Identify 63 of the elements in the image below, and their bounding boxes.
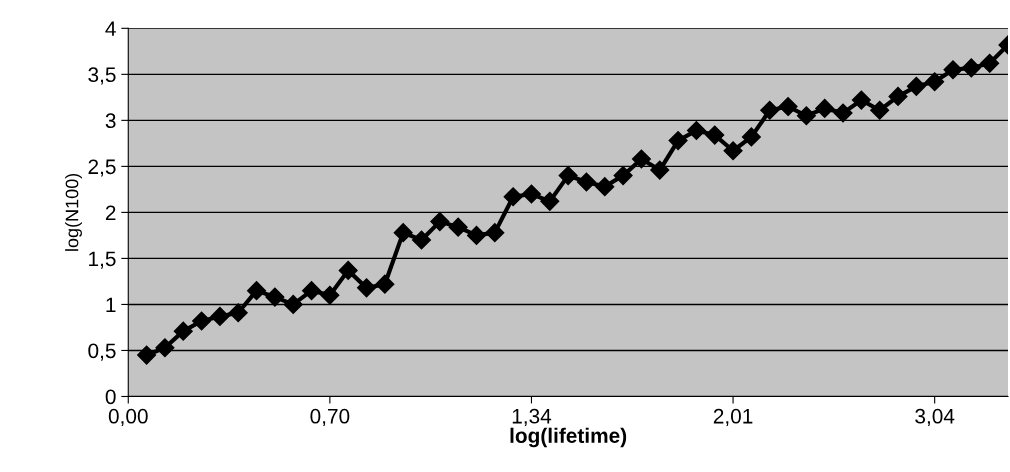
- y-tick-label: 1: [106, 297, 116, 312]
- point: [540, 191, 560, 211]
- point: [155, 338, 175, 358]
- point: [137, 345, 157, 365]
- point: [338, 260, 358, 280]
- y-tick-label: 1,5: [89, 251, 116, 269]
- point: [631, 149, 651, 169]
- point: [723, 141, 743, 161]
- point: [796, 106, 816, 126]
- point: [741, 127, 761, 147]
- point: [686, 120, 706, 141]
- point: [833, 103, 853, 123]
- point: [870, 100, 890, 120]
- point: [247, 281, 267, 301]
- point: [393, 223, 413, 243]
- point: [503, 187, 523, 207]
- point: [265, 287, 285, 307]
- point: [668, 131, 688, 151]
- point: [650, 160, 670, 180]
- x-tick-label: 2,01: [713, 408, 753, 427]
- x-tick-label: 0,70: [310, 408, 350, 427]
- point: [430, 212, 450, 232]
- y-tick-label: 0: [105, 389, 116, 405]
- x-tick-label: 1,34: [512, 408, 552, 427]
- x-tick-label: 3,04: [915, 408, 955, 427]
- point: [558, 166, 578, 186]
- point: [906, 76, 926, 96]
- point: [760, 100, 780, 120]
- point: [283, 294, 303, 314]
- point: [595, 177, 615, 197]
- y-tick-label: 2,5: [88, 159, 116, 177]
- point: [411, 230, 432, 250]
- x-tick-label: 0,00: [108, 408, 148, 427]
- point: [851, 90, 871, 110]
- point: [448, 217, 468, 237]
- x-axis-title: log(lifetime): [510, 427, 627, 448]
- point: [980, 53, 1000, 73]
- point: [375, 274, 395, 294]
- point: [613, 166, 633, 186]
- point: [192, 311, 212, 331]
- point: [228, 303, 248, 323]
- point: [576, 172, 596, 192]
- point: [705, 125, 725, 145]
- point: [356, 278, 377, 298]
- point: [173, 321, 193, 341]
- point: [210, 306, 230, 326]
- y-tick-label: 2: [105, 205, 116, 220]
- point: [925, 72, 945, 92]
- y-tick-label: 4: [105, 21, 116, 36]
- point: [521, 184, 542, 204]
- point: [485, 223, 505, 243]
- y-tick-label: 3,5: [88, 67, 116, 85]
- y-tick-label: 0,5: [88, 343, 116, 361]
- point: [961, 58, 981, 78]
- point: [302, 281, 322, 301]
- y-tick-label: 3: [105, 113, 116, 129]
- y-axis-title: log(N100): [65, 173, 82, 251]
- point: [778, 97, 798, 117]
- point: [815, 98, 835, 118]
- point: [943, 60, 963, 80]
- point: [888, 86, 908, 106]
- point: [320, 285, 340, 305]
- point: [466, 225, 487, 245]
